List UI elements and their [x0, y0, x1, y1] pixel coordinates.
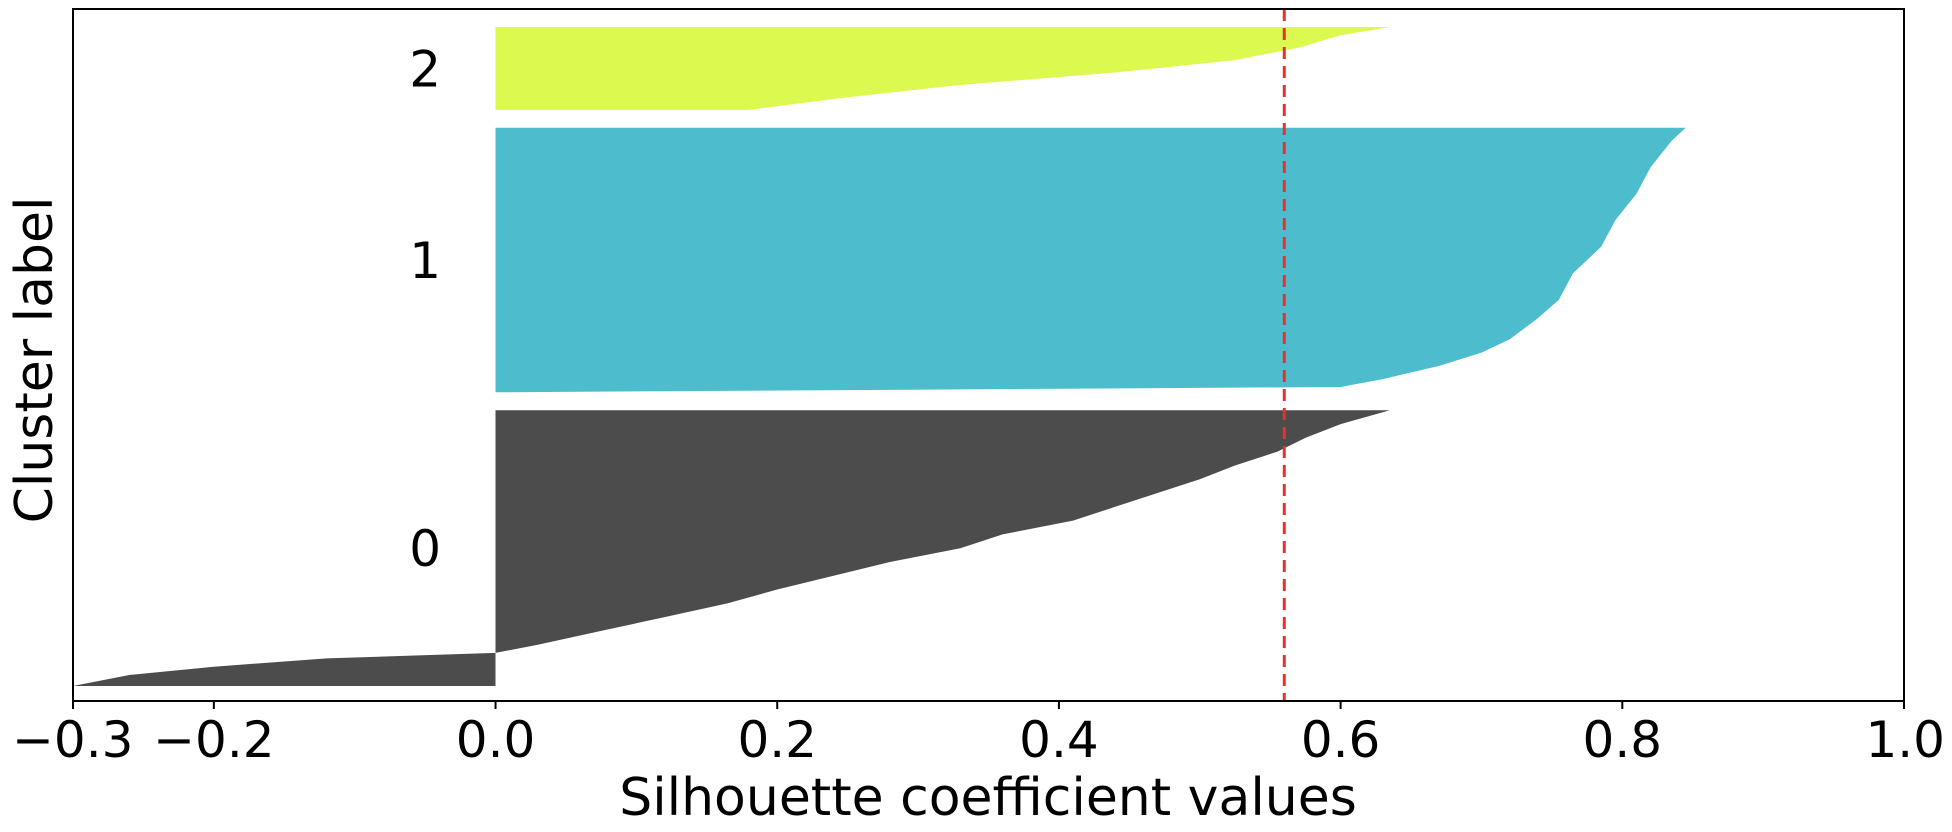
x-tick-label: 0.2 [737, 711, 817, 769]
x-axis-ticks: −0.3 −0.2 0.0 0.2 0.4 0.6 0.8 1.0 [12, 701, 1945, 769]
cluster-band-0 [73, 410, 1390, 686]
x-tick-label: 0.6 [1301, 711, 1381, 769]
cluster-labels: 0 1 2 [409, 40, 441, 578]
x-tick-label: 1.0 [1865, 711, 1945, 769]
x-tick-label: −0.2 [153, 711, 274, 769]
plot-frame [72, 8, 1905, 702]
x-tick-label: 0.8 [1583, 711, 1663, 769]
x-tick-label: 0.4 [1019, 711, 1099, 769]
x-axis-label: Silhouette coefficient values [619, 768, 1357, 828]
cluster-band-2 [495, 27, 1390, 110]
cluster-band-1 [495, 127, 1686, 393]
cluster-label-2: 2 [409, 40, 441, 98]
x-tick-label: −0.3 [12, 711, 133, 769]
x-tick-label: 0.0 [456, 711, 536, 769]
cluster-bands [73, 27, 1686, 686]
cluster-label-1: 1 [409, 232, 441, 290]
cluster-label-0: 0 [409, 520, 441, 578]
y-axis-label: Cluster label [5, 197, 65, 524]
